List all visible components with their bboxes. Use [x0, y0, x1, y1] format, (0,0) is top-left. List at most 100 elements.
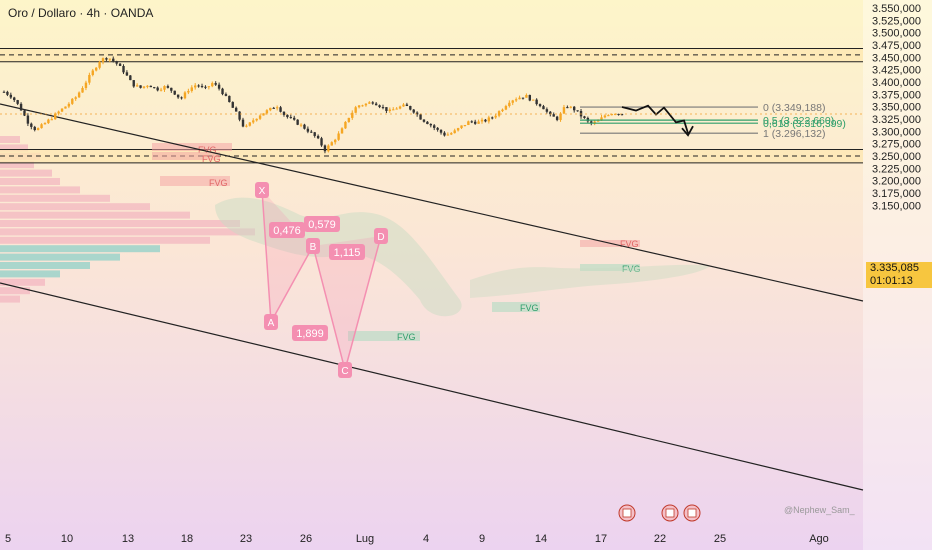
x-axis: 5 10 13 18 23 26 Lug 4 9 14 17 22 25 Ago [5, 533, 829, 545]
candle-body [596, 120, 600, 122]
y-tick-label: 3.525,000 [872, 15, 921, 27]
volume-profile-bar [0, 228, 255, 236]
candle-body [323, 145, 327, 152]
volume-profile-bar [0, 136, 20, 143]
candle-body [269, 107, 272, 111]
candle-body [590, 121, 593, 124]
x-tick-label: 22 [654, 533, 666, 545]
candle-body [525, 95, 528, 98]
candle-body [190, 87, 193, 91]
candle-body [402, 104, 405, 107]
volume-profile-bar [0, 270, 60, 278]
volume-profile-bar [0, 194, 110, 202]
candle-body [166, 86, 170, 88]
candle-body [395, 108, 398, 110]
fvg-box [152, 143, 232, 151]
candle-body [316, 135, 320, 139]
candle-body [545, 109, 549, 112]
candle-body [484, 119, 487, 122]
candle-body [344, 121, 347, 129]
y-tick-label: 3.300,000 [872, 126, 921, 138]
fvg-box [492, 302, 540, 312]
fvg-label: FVG [620, 239, 639, 249]
candle-body [514, 99, 518, 101]
candle-body [135, 85, 139, 87]
candle-body [566, 107, 569, 109]
volume-profile-bar [0, 211, 190, 219]
candle-body [170, 87, 173, 91]
candle-body [347, 117, 351, 122]
candles-layer [2, 56, 624, 154]
candle-body [163, 86, 166, 90]
candle-body [67, 103, 71, 107]
candle-body [422, 119, 426, 122]
x-tick-label: Ago [809, 533, 829, 545]
candle-body [559, 113, 562, 120]
candle-body [50, 119, 54, 121]
candle-body [16, 100, 19, 104]
candle-body [231, 102, 234, 108]
candle-body [57, 111, 60, 114]
candle-body [361, 105, 364, 107]
candle-body [470, 121, 473, 123]
candle-body [91, 70, 94, 75]
harmonic-point-label: A [268, 318, 275, 329]
candle-body [33, 126, 36, 131]
harmonic-ratio-label: 1,899 [296, 328, 324, 340]
fvg-label: FVG [198, 145, 217, 155]
candle-body [129, 75, 132, 81]
harmonic-ratio-label: 0,579 [308, 219, 336, 231]
y-tick-label: 3.225,000 [872, 163, 921, 175]
candle-body [583, 116, 586, 118]
candle-body [405, 104, 409, 107]
candle-body [439, 129, 443, 133]
candle-body [47, 119, 50, 124]
candle-body [392, 109, 395, 111]
candle-body [306, 128, 310, 132]
candle-body [463, 124, 467, 126]
candle-body [146, 85, 149, 87]
harmonic-point-label: D [377, 232, 384, 243]
candle-body [593, 121, 596, 124]
candle-body [255, 118, 258, 121]
candle-body [610, 113, 613, 116]
candle-body [371, 102, 374, 104]
candle-body [620, 113, 624, 116]
candle-body [433, 125, 436, 128]
candle-body [607, 115, 610, 117]
candle-body [149, 85, 153, 88]
harmonic-point-marker [374, 228, 388, 244]
y-tick-label: 3.450,000 [872, 52, 921, 64]
current-price-tag: 3.335,085 01:01:13 [866, 262, 932, 288]
y-tick-label: 3.250,000 [872, 151, 921, 163]
projection-arrowhead [681, 125, 694, 137]
candle-body [258, 115, 262, 119]
x-tick-label: 25 [714, 533, 726, 545]
candle-body [532, 99, 535, 101]
candle-body [477, 121, 480, 124]
event-flag-inner [687, 508, 697, 518]
candle-body [330, 142, 333, 146]
fvg-box [160, 176, 230, 186]
x-tick-label: 17 [595, 533, 607, 545]
y-tick-label: 3.375,000 [872, 89, 921, 101]
candle-body [357, 105, 361, 108]
y-tick-label: 3.350,000 [872, 102, 921, 114]
candle-body [388, 109, 392, 111]
candle-body [381, 107, 385, 109]
y-tick-label: 3.500,000 [872, 28, 921, 40]
harmonic-point-label: X [259, 186, 266, 197]
candle-body [303, 124, 306, 129]
candle-body [603, 115, 607, 118]
fib-layer: 0 (3.349,188)0,5 (3.322,660)0,618 (3.316… [580, 102, 846, 140]
event-flags [618, 504, 701, 522]
candle-body [282, 111, 286, 115]
candle-body [576, 110, 579, 112]
fvg-label: FVG [520, 303, 539, 313]
candle-body [426, 121, 429, 125]
candle-body [94, 67, 98, 71]
candle-body [378, 105, 381, 108]
